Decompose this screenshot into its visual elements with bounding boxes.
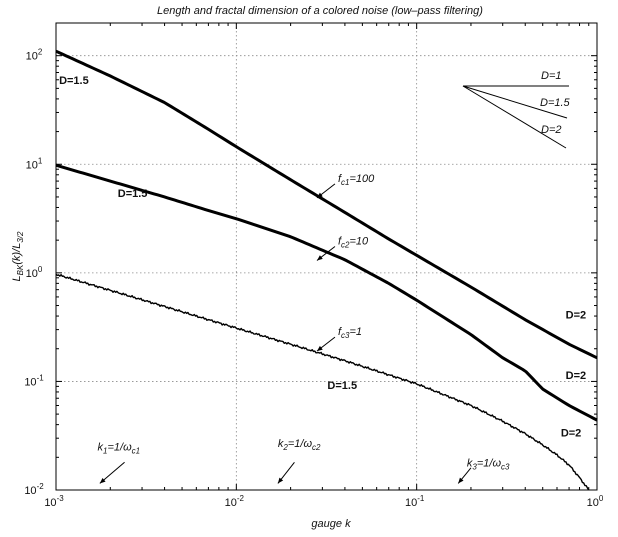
dimension-label: D=2 [561,428,582,440]
cutoff-label-2: k2=1/ωc2 [278,438,321,452]
y-tick-label: 102 [26,48,43,63]
curve-label-arrowhead [316,192,323,198]
y-axis-label-text: LBK(k)/L3/2 [11,231,25,281]
dimension-label: D=2 [566,309,587,321]
y-tick-label: 10-2 [24,482,44,497]
cutoff-arrowhead [458,477,464,484]
x-tick-label: 10-2 [225,494,245,509]
curve-label-1: fc1=100 [338,173,375,187]
cutoff-label-3: k3=1/ωc3 [467,457,510,471]
x-tick-label: 10-3 [44,494,64,509]
series-line-1 [55,49,598,360]
inset-legend-label: D=1 [541,70,562,82]
curve-label-2: fc2=10 [338,235,369,249]
inset-legend: D=1 D=1.5 D=2 [462,70,571,149]
y-tick-label: 10-1 [24,373,44,388]
inset-legend-label: D=2 [541,124,562,136]
dimension-label: D=2 [566,370,587,382]
y-axis-label: LBK(k)/L3/2 [11,231,25,281]
dimension-label: D=1.5 [327,380,357,392]
y-tick-label: 101 [26,156,43,171]
y-tick-label: 100 [26,265,43,280]
inset-legend-label: D=1.5 [540,97,571,109]
dimension-label: D=1.5 [118,188,148,200]
series-line-3 [55,273,590,491]
series-line-2 [55,163,598,422]
chart-title: Length and fractal dimension of a colore… [157,5,483,17]
cutoff-arrowhead [277,477,284,484]
curve-label-arrowhead [316,255,323,261]
inset-legend-line [462,85,568,119]
cutoff-label-1: k1=1/ωc1 [98,442,141,456]
inset-legend-line [462,85,567,149]
curve-label-arrowhead [316,345,323,352]
curve-label-3: fc3=1 [338,326,362,340]
x-axis-label: gauge k [311,518,351,530]
annotations: fc1=100 fc2=10 fc3=1 D=1.5 D=1.5 D=1.5 D=2 D=2 D… [59,75,586,484]
x-tick-label: 10-1 [405,494,425,509]
series-group [55,49,598,491]
cutoff-arrowhead [99,478,106,484]
x-tick-label: 100 [587,494,604,509]
plot-frame [55,22,598,491]
dimension-label: D=1.5 [59,75,89,87]
